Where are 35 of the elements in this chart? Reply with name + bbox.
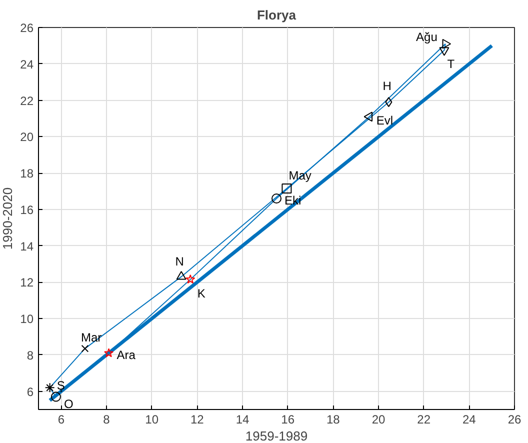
x-tick-label: 22	[417, 412, 431, 426]
x-tick-label: 6	[58, 412, 65, 426]
x-tick-label: 12	[190, 412, 204, 426]
y-tick-label: 18	[20, 166, 34, 181]
y-tick-label: 6	[26, 384, 34, 399]
y-axis-title: 1990-2020	[0, 187, 16, 250]
x-tick-label: 26	[508, 412, 522, 426]
series-label: Mar	[80, 330, 102, 345]
y-tick-label: 16	[20, 202, 34, 217]
x-tick-label: 20	[372, 412, 386, 426]
x-axis-title: 1959-1989	[245, 428, 308, 443]
x-tick-label: 16	[281, 412, 295, 426]
series-label: O	[64, 396, 74, 411]
y-tick-label: 12	[20, 276, 34, 290]
series-label: Ş	[56, 378, 65, 393]
x-tick-label: 18	[326, 412, 340, 426]
series-label: T	[447, 57, 456, 72]
y-tick-label: 8	[26, 348, 34, 362]
x-tick-label: 24	[462, 412, 476, 426]
x-tick-label: 8	[103, 412, 110, 426]
series-label: K	[197, 286, 206, 300]
y-tick-label: 24	[20, 57, 34, 72]
chart-title: Florya	[256, 8, 297, 22]
y-tick-label: 20	[20, 130, 34, 144]
x-tick-label: 14	[236, 412, 250, 426]
y-tick-label: 26	[20, 21, 34, 35]
series-label: Ara	[116, 348, 136, 362]
series-label: N	[175, 254, 184, 269]
y-tick-label: 22	[20, 94, 34, 108]
series-label: Evl	[376, 114, 394, 128]
series-label: Ağu	[416, 30, 438, 44]
y-tick-label: 10	[20, 312, 34, 326]
x-tick-label: 10	[145, 412, 159, 426]
series-label: H	[382, 79, 392, 94]
y-tick-label: 14	[20, 239, 34, 254]
